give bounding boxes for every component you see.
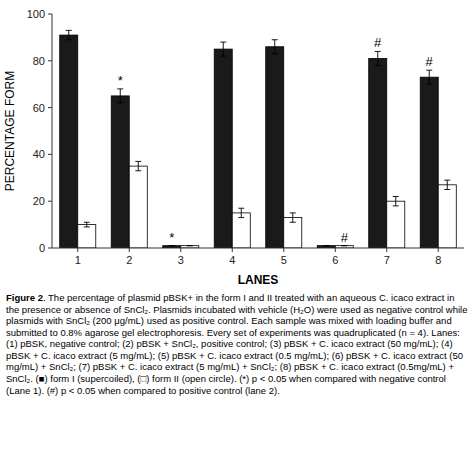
x-tick-label: 1 [75,254,81,266]
error-bar [444,180,450,189]
error-bar [84,222,90,227]
bar [438,185,456,248]
annotation: # [341,230,349,245]
error-bar [135,161,141,170]
y-tick-label: 100 [27,8,45,20]
x-tick-label: 4 [229,254,235,266]
x-tick [335,248,336,252]
y-tick [48,60,52,61]
x-tick-label: 6 [332,254,338,266]
error-bar [341,245,347,246]
x-tick [386,248,387,252]
y-axis-line [52,14,53,248]
error-bar [187,245,193,246]
y-tick [48,154,52,155]
error-bar [66,30,72,39]
bar [78,225,96,248]
error-bar [375,51,381,65]
y-tick-label: 60 [33,102,45,114]
error-bar [220,42,226,56]
annotation: * [169,230,174,245]
bar [214,49,232,248]
chart: 0 20 40 60 80 100 1 2 3 4 5 6 7 8 LANES PERCENTAGE FORM… [0,0,474,290]
bar [232,213,250,248]
error-bar [169,245,175,246]
annotation: * [118,73,123,88]
bar [369,58,387,248]
y-axis-label: PERCENTAGE FORM [3,71,17,191]
x-tick-label: 2 [126,254,132,266]
x-tick-label: 5 [281,254,287,266]
y-tick-label: 80 [33,55,45,67]
y-tick [48,14,52,15]
x-tick [129,248,130,252]
y-tick-label: 40 [33,148,45,160]
caption: Figure 2. The percentage of plasmid pBSK… [6,292,468,396]
annotation: # [426,54,434,69]
caption-title: Figure 2 [6,292,43,303]
x-tick-label: 3 [178,254,184,266]
y-tick [48,248,52,249]
bar [129,166,147,248]
y-tick-label: 0 [39,242,45,254]
bar [387,201,405,248]
bar [420,77,438,248]
bar [111,96,129,248]
caption-text: . The percentage of plasmid pBSK+ in the… [6,292,468,396]
x-tick [77,248,78,252]
x-axis-label: LANES [238,273,279,287]
y-tick [48,107,52,108]
x-axis-line [52,248,464,249]
error-bar [426,70,432,84]
x-tick-label: 7 [384,254,390,266]
x-tick [283,248,284,252]
error-bar [290,213,296,222]
annotation: # [374,35,382,50]
error-bar [238,208,244,217]
bar [60,35,78,248]
error-bar [117,89,123,103]
x-tick [438,248,439,252]
error-bar [393,197,399,206]
bars [60,30,457,248]
y-tick-label: 20 [33,195,45,207]
x-tick-label: 8 [435,254,441,266]
bar [266,47,284,248]
x-tick [232,248,233,252]
x-tick [180,248,181,252]
error-bar [323,245,329,246]
error-bar [272,40,278,54]
y-tick [48,201,52,202]
page: {"chart_data": { "type": "bar", "categor… [0,0,474,451]
